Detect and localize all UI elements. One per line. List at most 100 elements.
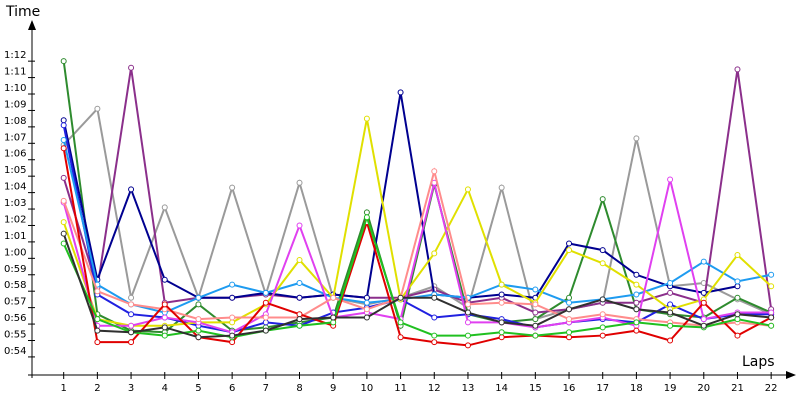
x-tick-label: 21 xyxy=(731,383,744,394)
lap-point xyxy=(229,339,236,346)
lap-point xyxy=(128,339,135,346)
series-line xyxy=(62,233,772,339)
lap-point xyxy=(700,316,707,323)
lap-point xyxy=(464,332,471,339)
lap-point xyxy=(397,334,404,341)
lap-point xyxy=(599,296,606,303)
x-tick-label: 4 xyxy=(162,383,168,394)
lap-point xyxy=(128,301,135,308)
lap-point xyxy=(734,278,741,285)
lap-point xyxy=(464,309,471,316)
lap-point xyxy=(532,316,539,323)
lap-point xyxy=(734,66,741,73)
lap-point xyxy=(464,319,471,326)
y-tick-label: 1:02 xyxy=(4,214,26,225)
lap-point xyxy=(60,58,67,65)
lap-point xyxy=(566,240,573,247)
lap-point xyxy=(161,324,168,331)
lap-point xyxy=(464,186,471,193)
lap-point xyxy=(566,329,573,336)
lap-point xyxy=(195,316,202,323)
lap-point xyxy=(330,319,337,326)
lap-point xyxy=(296,256,303,263)
lap-point xyxy=(700,258,707,265)
x-tick-label: 13 xyxy=(462,383,475,394)
lap-point xyxy=(667,289,674,296)
lap-point xyxy=(195,294,202,301)
lap-point xyxy=(262,299,269,306)
lap-point xyxy=(431,250,438,257)
series-line xyxy=(62,106,772,321)
y-tick-label: 1:00 xyxy=(4,247,26,258)
lap-point xyxy=(633,299,640,306)
lap-point xyxy=(363,306,370,313)
x-tick-label: 10 xyxy=(361,383,374,394)
lap-point xyxy=(599,324,606,331)
lap-point xyxy=(128,294,135,301)
y-axis-title: Time xyxy=(5,4,40,20)
series-line xyxy=(62,139,772,314)
lap-point xyxy=(498,281,505,288)
lap-point xyxy=(464,342,471,349)
lap-point xyxy=(397,89,404,96)
y-tick-label: 1:12 xyxy=(4,50,26,61)
lap-point xyxy=(296,322,303,329)
x-tick-label: 8 xyxy=(296,383,302,394)
lap-point xyxy=(566,316,573,323)
lap-point xyxy=(633,306,640,313)
lap-point xyxy=(498,319,505,326)
lap-point xyxy=(700,299,707,306)
y-tick-label: 0:54 xyxy=(4,346,26,357)
y-tick-label: 0:59 xyxy=(4,264,26,275)
lap-point xyxy=(633,281,640,288)
lap-point xyxy=(633,291,640,298)
lap-point xyxy=(633,327,640,334)
lap-point xyxy=(734,252,741,259)
y-tick-label: 1:08 xyxy=(4,116,26,127)
lap-point xyxy=(498,184,505,191)
lap-point xyxy=(161,314,168,321)
lap-point xyxy=(363,314,370,321)
lap-point xyxy=(768,322,775,329)
x-tick-label: 2 xyxy=(94,383,100,394)
x-tick-label: 17 xyxy=(596,383,609,394)
x-tick-label: 6 xyxy=(229,383,235,394)
lap-point xyxy=(363,115,370,122)
series-line xyxy=(62,118,772,327)
lap-point xyxy=(195,327,202,334)
lap-point xyxy=(229,319,236,326)
lap-point xyxy=(94,105,101,112)
lap-point xyxy=(60,197,67,204)
lap-point xyxy=(60,145,67,152)
lap-point xyxy=(229,294,236,301)
lap-point xyxy=(700,322,707,329)
lap-point xyxy=(128,322,135,329)
y-tick-label: 0:57 xyxy=(4,297,26,308)
lap-point xyxy=(768,309,775,316)
x-tick-label: 18 xyxy=(630,383,643,394)
lap-point xyxy=(734,283,741,290)
lap-point xyxy=(296,222,303,229)
lap-point xyxy=(667,337,674,344)
x-tick-label: 19 xyxy=(664,383,677,394)
lap-point xyxy=(128,311,135,318)
x-tick-label: 15 xyxy=(529,383,542,394)
lap-point xyxy=(330,294,337,301)
lap-point xyxy=(431,314,438,321)
lap-point xyxy=(768,271,775,278)
lap-point xyxy=(633,319,640,326)
lap-point xyxy=(566,306,573,313)
lap-point xyxy=(498,334,505,341)
lap-point xyxy=(431,294,438,301)
x-tick-label: 22 xyxy=(765,383,778,394)
lap-point xyxy=(498,329,505,336)
lap-point xyxy=(532,332,539,339)
x-tick-label: 14 xyxy=(495,383,508,394)
lap-point xyxy=(229,332,236,339)
lap-point xyxy=(431,339,438,346)
lap-point xyxy=(94,327,101,334)
lap-point xyxy=(599,311,606,318)
lap-point xyxy=(566,334,573,341)
lap-point xyxy=(262,289,269,296)
x-axis-arrow xyxy=(786,371,796,379)
